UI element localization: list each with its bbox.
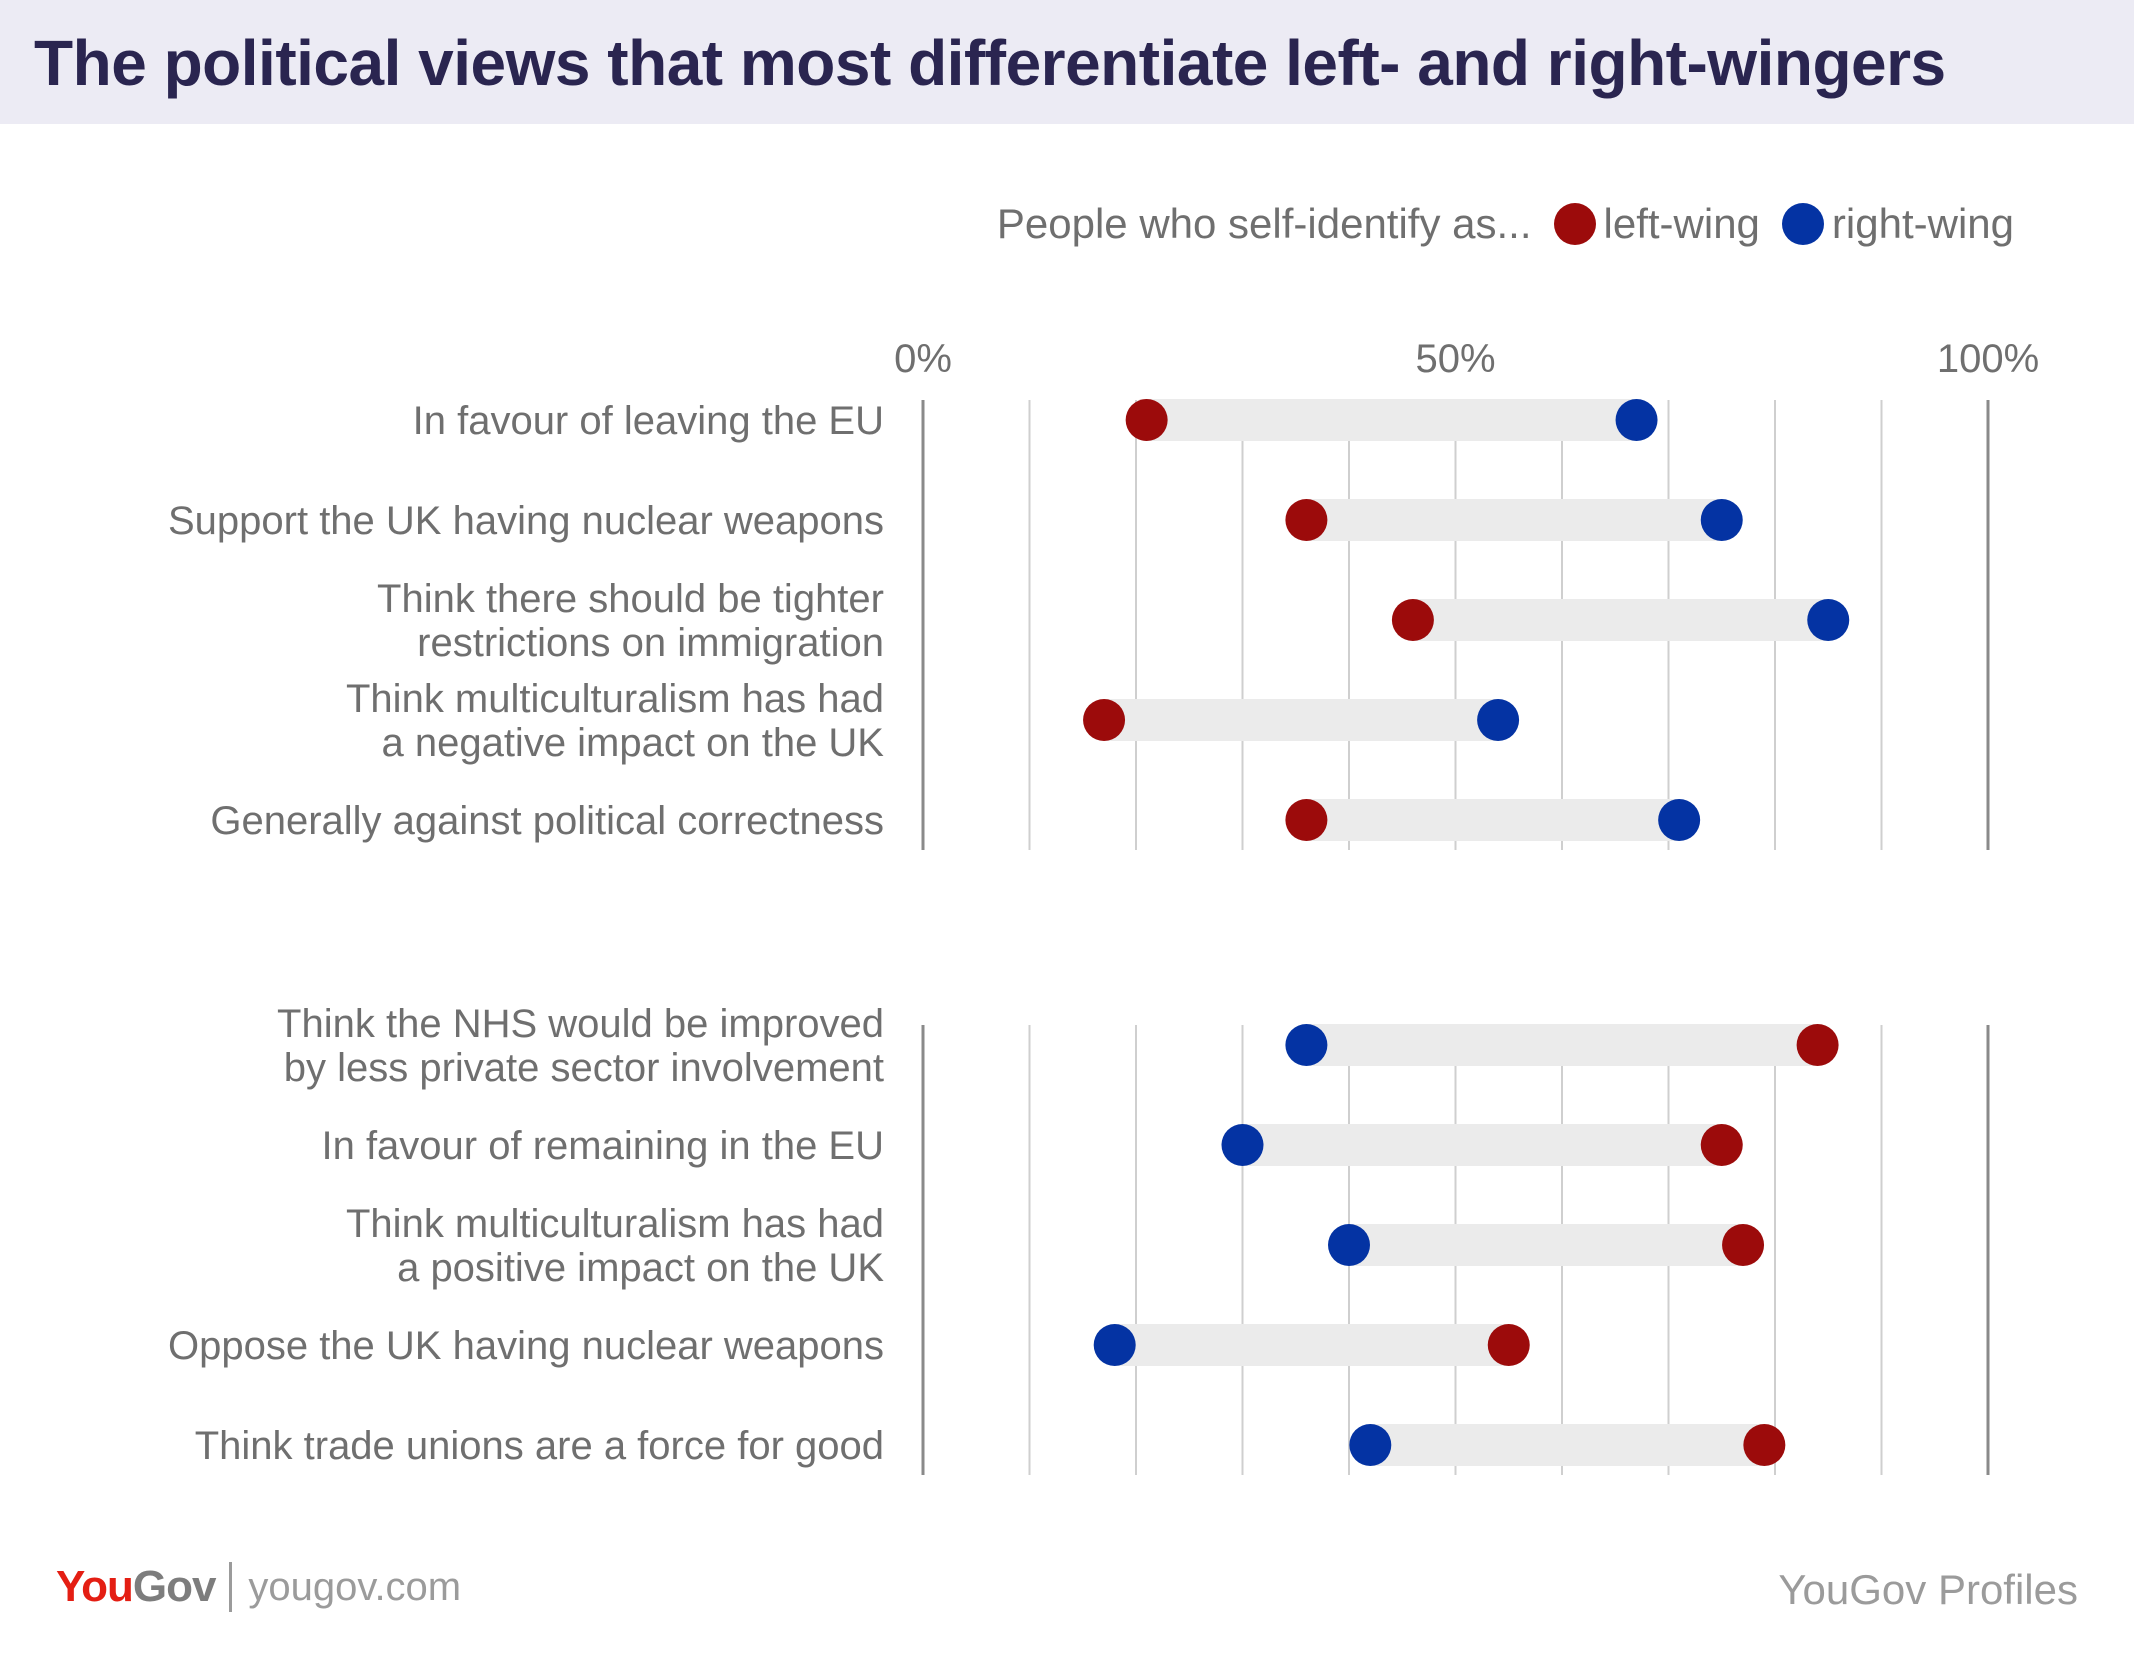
range-bar [1146, 399, 1637, 441]
category-label: Think there should be tighter [377, 577, 884, 621]
range-bar [1349, 1224, 1744, 1266]
category-label: Support the UK having nuclear weapons [168, 499, 884, 543]
x-tick-label: 0% [894, 337, 952, 381]
left-wing-point [1285, 799, 1328, 841]
legend-right-marker [1781, 203, 1824, 245]
right-wing-point [1221, 1124, 1264, 1166]
left-wing-point [1743, 1424, 1786, 1466]
category-label: Think multiculturalism has had [346, 1202, 884, 1246]
right-wing-point [1093, 1324, 1136, 1366]
range-bar [1306, 1024, 1818, 1066]
right-wing-point [1285, 1024, 1328, 1066]
right-wing-point [1615, 399, 1658, 441]
x-tick-label: 50% [1415, 337, 1495, 381]
legend-left-label: left-wing [1603, 200, 1760, 247]
category-label: a negative impact on the UK [381, 721, 884, 765]
right-wing-point [1700, 499, 1743, 541]
range-bar [1104, 699, 1499, 741]
chart-title: The political views that most differenti… [34, 27, 1946, 99]
left-wing-point [1083, 699, 1126, 741]
category-label: a positive impact on the UK [397, 1246, 884, 1290]
category-label: In favour of remaining in the EU [321, 1124, 884, 1168]
title-bar: The political views that most differenti… [0, 0, 2134, 124]
legend-right-label: right-wing [1831, 200, 2014, 247]
right-wing-point [1328, 1224, 1370, 1266]
range-bar [1306, 799, 1680, 841]
left-wing-point [1487, 1324, 1530, 1366]
right-wing-point [1477, 699, 1520, 741]
legend-left-marker [1553, 203, 1596, 245]
left-wing-point [1722, 1224, 1765, 1266]
range-bar [1306, 499, 1722, 541]
category-label: Think the NHS would be improved [277, 1002, 884, 1046]
range-bar [1412, 599, 1829, 641]
category-label: Oppose the UK having nuclear weapons [168, 1324, 884, 1368]
category-label: Generally against political correctness [210, 799, 884, 843]
right-wing-point [1658, 799, 1701, 841]
category-label: Think trade unions are a force for good [195, 1424, 884, 1468]
right-wing-point [1807, 599, 1850, 641]
logo-gov: Gov [132, 1562, 217, 1611]
left-wing-point [1700, 1124, 1743, 1166]
footer-divider [229, 1562, 233, 1612]
left-wing-point [1125, 399, 1168, 441]
right-wing-point [1349, 1424, 1392, 1466]
left-wing-point [1391, 599, 1434, 641]
footer-url[interactable]: yougov.com [248, 1564, 462, 1609]
legend-prefix: People who self-identify as... [996, 200, 1532, 247]
category-label: In favour of leaving the EU [413, 399, 884, 443]
category-label: restrictions on immigration [417, 621, 884, 665]
range-bar [1242, 1124, 1722, 1166]
left-wing-point [1796, 1024, 1839, 1066]
logo-you: You [56, 1562, 134, 1611]
category-label: by less private sector involvement [284, 1046, 884, 1090]
footer-source: YouGov Profiles [1778, 1566, 2078, 1613]
range-bar [1370, 1424, 1765, 1466]
yougov-logo: YouGov [56, 1562, 217, 1612]
x-tick-label: 100% [1937, 337, 2039, 381]
legend: People who self-identify as... left-wing… [997, 200, 2014, 248]
footer-branding: YouGov yougov.com [56, 1562, 461, 1612]
category-label: Think multiculturalism has had [346, 677, 884, 721]
range-bar [1114, 1324, 1509, 1366]
left-wing-point [1285, 499, 1328, 541]
